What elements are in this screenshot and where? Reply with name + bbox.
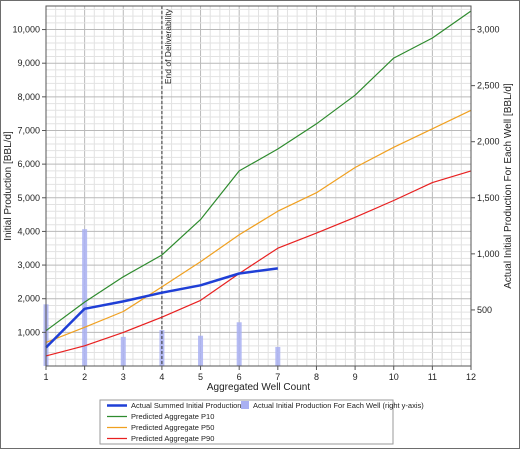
series-line-actual-summed-initial-production [45,267,278,349]
x-tick-label: 3 [121,372,126,382]
y2-tick-label: 500 [477,305,492,315]
bar-well-6 [236,322,242,366]
y2-tick-label: 1,000 [477,249,500,259]
x-tick-label: 11 [428,372,437,382]
x-tick-label: 6 [237,372,242,382]
bar-well-3 [120,336,126,366]
bar-well-2 [82,229,88,366]
y-tick-label: 6,000 [17,159,40,169]
x-tick-label: 4 [159,372,164,382]
y2-tick-label: 2,000 [477,137,500,147]
bar-well-7 [275,346,281,366]
legend-label: Actual Initial Production For Each Well … [253,401,424,410]
y-tick-label: 3,000 [17,260,40,270]
y2-tick-label: 3,000 [477,25,500,35]
x-axis-title: Aggregated Well Count [207,382,310,393]
y-tick-label: 4,000 [17,226,40,236]
grid [45,6,472,366]
bar-well-5 [198,335,204,366]
plot-area-border [45,5,472,367]
axis-ticks: 1 2 3 4 5 6 7 8 9 10 11 121,0002,0003,0004,0005,000… [12,25,499,382]
y-tick-label: 7,000 [17,125,40,135]
y-tick-label: 8,000 [17,92,40,102]
y-tick-label: 10,000 [12,25,40,35]
y-tick-label: 1,000 [17,327,40,337]
y-tick-label: 2,000 [17,294,40,304]
legend-label: Actual Summed Initial Production [131,401,241,410]
y2-tick-label: 2,500 [477,81,500,91]
line-series [45,10,472,357]
x-tick-label: 8 [314,372,319,382]
y2-axis-title: Actual Initial Production For Each Well … [503,83,514,289]
x-tick-label: 5 [198,372,203,382]
series-line-predicted-aggregate-p90 [45,170,472,357]
series-line-predicted-aggregate-p10 [45,10,472,332]
end-of-deliverability-label: End of Deliverability [163,8,173,84]
legend-label: Predicted Aggregate P90 [131,434,214,443]
legend: Actual Summed Initial Production Actual I… [99,399,424,445]
x-tick-label: 12 [466,372,476,382]
x-tick-label: 2 [82,372,87,382]
x-tick-label: 1 [43,372,48,382]
y-tick-label: 5,000 [17,193,40,203]
x-tick-label: 9 [353,372,358,382]
x-tick-label: 7 [275,372,280,382]
y-tick-label: 9,000 [17,58,40,68]
y2-tick-label: 1,500 [477,193,500,203]
legend-label: Predicted Aggregate P10 [131,412,214,421]
x-tick-label: 10 [389,372,399,382]
y-axis-title: Initial Production [BBL/d] [3,131,14,241]
series-line-predicted-aggregate-p50 [45,109,472,343]
legend-label: Predicted Aggregate P50 [131,423,214,432]
legend-swatch [241,401,249,409]
